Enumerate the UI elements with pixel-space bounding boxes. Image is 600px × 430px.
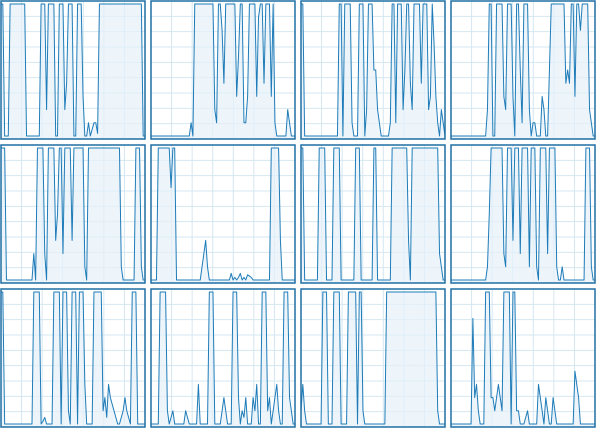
series-area	[301, 292, 445, 427]
panel-frame	[0, 0, 146, 140]
series-line	[1, 147, 145, 281]
panel-frame	[300, 0, 446, 140]
panel-frame	[300, 144, 446, 284]
series-line	[451, 291, 595, 425]
chart-panel-5	[0, 144, 146, 284]
series-line	[1, 291, 145, 425]
panel-frame	[150, 144, 296, 284]
panel-frame	[450, 144, 596, 284]
panel-frame	[150, 288, 296, 428]
chart-panel-3	[300, 0, 446, 140]
chart-panel-12	[450, 288, 596, 428]
series-line	[451, 3, 595, 137]
chart-panel-11	[300, 288, 446, 428]
panel-frame	[450, 288, 596, 428]
series-area	[151, 4, 295, 139]
series-line	[151, 147, 295, 281]
panel-frame	[150, 0, 296, 140]
series-line	[300, 291, 445, 425]
chart-panel-7	[300, 144, 446, 284]
series-area	[1, 292, 145, 427]
chart-panel-9	[0, 288, 146, 428]
series-area	[451, 148, 595, 283]
series-line	[451, 147, 595, 281]
panel-frame	[0, 144, 146, 284]
chart-panel-1	[0, 0, 146, 140]
series-line	[151, 3, 295, 137]
chart-panel-2	[150, 0, 296, 140]
chart-panel-10	[150, 288, 296, 428]
series-area	[151, 148, 295, 283]
panel-frame	[450, 0, 596, 140]
panel-frame	[0, 288, 146, 428]
series-line	[1, 3, 145, 137]
panel-frame	[300, 288, 446, 428]
series-line	[301, 147, 445, 281]
series-line	[151, 291, 295, 425]
chart-panel-6	[150, 144, 296, 284]
series-area	[451, 292, 595, 427]
chart-panel-4	[450, 0, 596, 140]
series-line	[301, 3, 446, 137]
chart-panel-8	[450, 144, 596, 284]
